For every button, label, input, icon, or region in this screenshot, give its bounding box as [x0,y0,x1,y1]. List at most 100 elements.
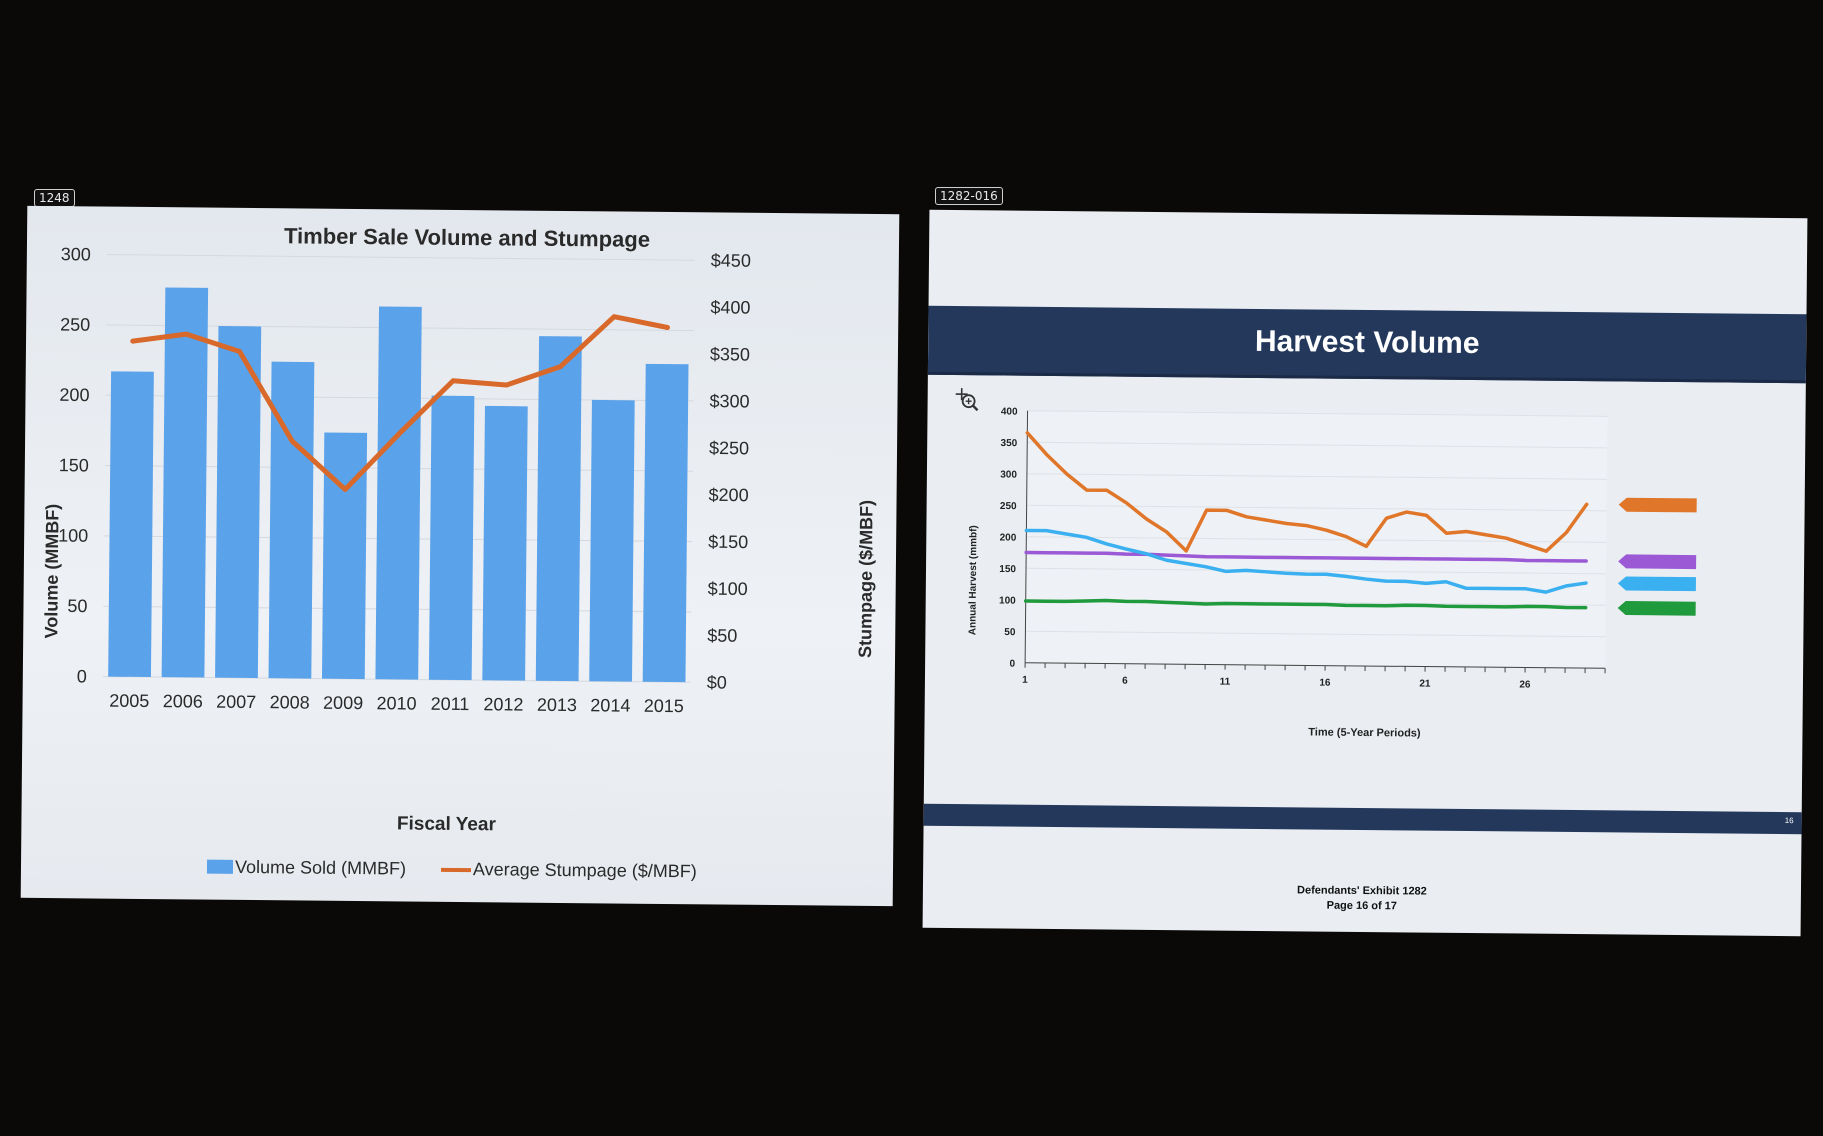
y-tick-left: 300 [61,244,91,264]
y-tick-right: $150 [708,532,748,552]
y-axis-label: Annual Harvest (mmbf) [967,525,979,635]
x-tick-2005: 2005 [109,691,149,711]
y-tick: 250 [1000,501,1017,512]
gridline [1026,473,1607,480]
slide-footer-bar: 16 [923,803,1802,835]
y-tick-right: $100 [708,579,748,599]
slide-number: 16 [1784,816,1794,826]
x-tick-6: 6 [1122,676,1128,687]
bar-volume-2009 [321,432,368,680]
point-stumpage-2013 [559,366,561,368]
y-tick: 150 [999,564,1016,575]
y-tick: 50 [1004,627,1016,638]
x-tick-16: 16 [1319,678,1331,689]
y-tick: 300 [1000,469,1017,480]
point-stumpage-2006 [185,333,187,335]
exhibit-tag-right: 1282-016 [935,187,1003,205]
exhibit-caption: Defendants' Exhibit 1282 Page 16 of 17 [923,880,1801,918]
x-tick-1: 1 [1022,675,1028,686]
y-tick-left: 200 [59,385,89,405]
x-tick-2010: 2010 [376,693,416,713]
x-tick-2014: 2014 [590,695,630,715]
series-end-tag-1 [1618,497,1697,513]
y-tick-left: 100 [58,525,88,545]
x-tick-2007: 2007 [216,692,256,712]
gridline [106,254,695,261]
y-axis-label-left: Volume (MMBF) [41,504,62,639]
timber-sale-chart: Timber Sale Volume and Stumpage 0 50 100 15… [41,223,877,881]
timber-sale-chart-panel: Timber Sale Volume and Stumpage 0 50 100 15… [20,205,900,907]
y-tick: 100 [999,595,1016,606]
harvest-series-line-4 [1023,598,1588,610]
slide-title-banner: Harvest Volume [927,305,1807,384]
bar-volume-2006 [161,287,209,678]
legend-label-line: Average Stumpage ($/MBF) [473,859,697,881]
x-tick-2008: 2008 [270,692,310,712]
bar-volume-2012 [482,405,528,681]
zoom-in-icon[interactable] [954,386,980,412]
y-tick: 0 [1009,659,1015,670]
point-stumpage-2005 [132,340,134,342]
y-tick-right: $0 [707,672,727,692]
y-tick: 400 [1001,406,1018,417]
y-tick-right: $300 [709,391,749,411]
point-stumpage-2008 [291,440,293,442]
y-tick-left: 0 [77,666,87,686]
bar-volume-2013 [535,336,582,682]
series-end-tag-4 [1617,601,1696,616]
y-tick-right: $250 [709,438,749,458]
y-tick-right: $50 [707,625,737,645]
x-axis-label: Fiscal Year [397,813,497,835]
legend-label-bar: Volume Sold (MMBF) [235,857,406,879]
bar-volume-2005 [108,371,154,678]
x-axis-label: Time (5-Year Periods) [1308,726,1421,739]
y-tick-right: $450 [711,250,751,270]
harvest-series-line-1 [1025,431,1589,553]
y-tick: 350 [1000,438,1017,449]
point-stumpage-2009 [344,488,346,490]
y-tick-right: $200 [709,485,749,505]
gridline [1027,410,1608,417]
y-axis-label-right: Stumpage ($/MBF) [855,500,877,658]
bar-volume-2015 [642,363,689,683]
chart-title: Timber Sale Volume and Stumpage [284,223,650,252]
bar-volume-2007 [215,326,262,679]
gridline [1026,504,1607,512]
x-tick-2013: 2013 [537,695,577,715]
y-tick: 200 [1000,532,1017,543]
point-stumpage-2011 [452,380,454,382]
series-end-tag-3 [1617,576,1696,592]
y-tick-right: $400 [710,297,750,317]
gridline [1026,567,1607,575]
legend-swatch-line [440,867,472,873]
x-axis [1025,662,1606,669]
harvest-series-line-3 [1024,528,1588,594]
x-tick-2006: 2006 [163,691,203,711]
bar-volume-2011 [428,395,475,681]
x-tick-2011: 2011 [431,694,470,714]
y-axis [1024,410,1029,663]
bar-volume-2014 [589,399,635,682]
slide-title: Harvest Volume [1254,324,1480,361]
point-stumpage-2015 [666,327,668,329]
point-stumpage-2014 [613,316,615,318]
exhibit-tag-left: 1248 [34,189,75,207]
x-tick-26: 26 [1519,679,1531,690]
harvest-series-line-2 [1024,550,1588,563]
y-tick-right: $350 [710,344,750,364]
gridline [1026,536,1607,543]
series-end-tag-2 [1618,554,1697,570]
y-tick-left: 150 [59,455,89,475]
harvest-volume-slide: Harvest Volume 0 50 100 150 200 250 300 350 400 1… [922,209,1808,937]
bar-volume-2008 [268,361,315,679]
x-tick-11: 11 [1220,677,1231,688]
gridline [1025,630,1606,638]
point-stumpage-2012 [506,384,508,386]
bar-volume-2010 [375,306,422,680]
y-tick-left: 250 [60,314,90,334]
x-tick-2009: 2009 [323,693,363,713]
x-tick-21: 21 [1419,679,1431,690]
point-stumpage-2007 [239,351,241,353]
point-stumpage-2010 [398,433,400,435]
